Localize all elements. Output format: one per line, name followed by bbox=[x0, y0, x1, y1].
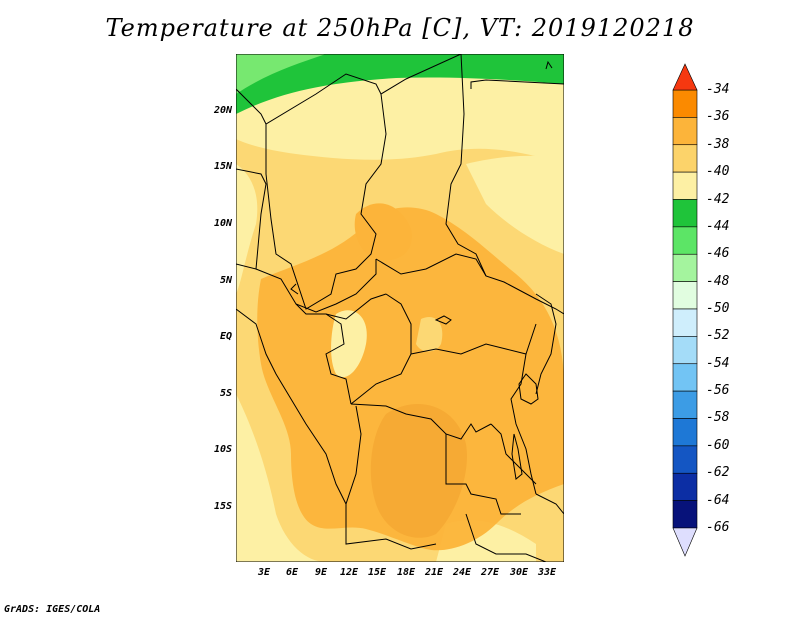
colorbar-label-minus66: -66 bbox=[706, 520, 730, 535]
temperature-contour-minus44 bbox=[236, 54, 564, 114]
colorbar-box bbox=[672, 500, 698, 529]
temperature-contour-minus42-north bbox=[236, 72, 564, 164]
temperature-contour-minus42-interior bbox=[331, 310, 367, 378]
lon-label-24e: 24E bbox=[452, 567, 472, 578]
lat-label-10s: 10S bbox=[213, 444, 232, 455]
colorbar-label-minus62: -62 bbox=[706, 465, 730, 480]
grads-credit: GrADS: IGES/COLA bbox=[4, 604, 101, 615]
colorbar-box bbox=[672, 308, 698, 337]
chart-title: Temperature at 250hPa [C], VT: 201912021… bbox=[105, 14, 695, 42]
colorbar-label-minus46: -46 bbox=[706, 246, 730, 261]
colorbar-box bbox=[672, 171, 698, 200]
temperature-contour-minus40-interior bbox=[416, 316, 443, 352]
colorbar-label-minus60: -60 bbox=[706, 438, 730, 453]
colorbar-label-minus64: -64 bbox=[706, 493, 730, 508]
map-panel bbox=[235, 53, 565, 563]
colorbar-box bbox=[672, 144, 698, 173]
colorbar-label-minus38: -38 bbox=[706, 137, 730, 152]
colorbar-box bbox=[672, 253, 698, 282]
lat-label-15s: 15S bbox=[213, 501, 232, 512]
lon-label-3e: 3E bbox=[257, 567, 271, 578]
lon-label-18e: 18E bbox=[396, 567, 416, 578]
colorbar-box bbox=[672, 472, 698, 501]
colorbar-box bbox=[672, 390, 698, 419]
colorbar-label-minus48: -48 bbox=[706, 274, 730, 289]
lon-label-21e: 21E bbox=[424, 567, 444, 578]
temperature-contour-minus38-north bbox=[354, 203, 412, 261]
temperature-contour-minus42-southwest bbox=[236, 394, 326, 562]
country-borders bbox=[235, 53, 565, 563]
lon-label-9e: 9E bbox=[314, 567, 328, 578]
lon-label-33e: 33E bbox=[537, 567, 557, 578]
temperature-contour-minus46 bbox=[236, 54, 326, 94]
colorbar-box bbox=[672, 199, 698, 228]
colorbar-label-minus36: -36 bbox=[706, 109, 730, 124]
colorbar-top-tip bbox=[672, 63, 698, 91]
lon-label-15e: 15E bbox=[367, 567, 387, 578]
lat-label-5s: 5S bbox=[219, 388, 232, 399]
colorbar-box bbox=[672, 117, 698, 146]
colorbar-label-minus54: -54 bbox=[706, 356, 730, 371]
colorbar-box bbox=[672, 89, 698, 118]
colorbar-label-minus56: -56 bbox=[706, 383, 730, 398]
lat-label-20n: 20N bbox=[213, 105, 232, 116]
map-svg bbox=[235, 53, 565, 563]
lon-label-30e: 30E bbox=[509, 567, 529, 578]
lon-label-27e: 27E bbox=[480, 567, 500, 578]
temperature-contour-minus38-south-core bbox=[370, 404, 467, 538]
temperature-contour-minus42-northeast bbox=[466, 155, 564, 254]
temperature-contour-minus42-west bbox=[236, 164, 258, 294]
lat-label-5n: 5N bbox=[219, 275, 232, 286]
colorbar-label-minus42: -42 bbox=[706, 192, 730, 207]
colorbar-label-minus44: -44 bbox=[706, 219, 730, 234]
lon-label-6e: 6E bbox=[285, 567, 299, 578]
colorbar-label-minus58: -58 bbox=[706, 410, 730, 425]
colorbar-label-minus40: -40 bbox=[706, 164, 730, 179]
colorbar-label-minus52: -52 bbox=[706, 328, 730, 343]
colorbar-box bbox=[672, 445, 698, 474]
lon-label-12e: 12E bbox=[339, 567, 359, 578]
lat-label-10n: 10N bbox=[213, 218, 232, 229]
lat-label-eq: EQ bbox=[219, 331, 232, 342]
colorbar-box bbox=[672, 281, 698, 310]
colorbar bbox=[672, 63, 698, 557]
colorbar-box bbox=[672, 226, 698, 255]
colorbar-box bbox=[672, 363, 698, 392]
colorbar-box bbox=[672, 336, 698, 365]
temperature-contour-minus38 bbox=[257, 207, 564, 551]
colorbar-bottom-tip bbox=[672, 527, 698, 557]
colorbar-label-minus50: -50 bbox=[706, 301, 730, 316]
colorbar-box bbox=[672, 418, 698, 447]
colorbar-label-minus34: -34 bbox=[706, 82, 730, 97]
colorbar-boxes bbox=[672, 89, 698, 529]
lat-label-15n: 15N bbox=[213, 161, 232, 172]
